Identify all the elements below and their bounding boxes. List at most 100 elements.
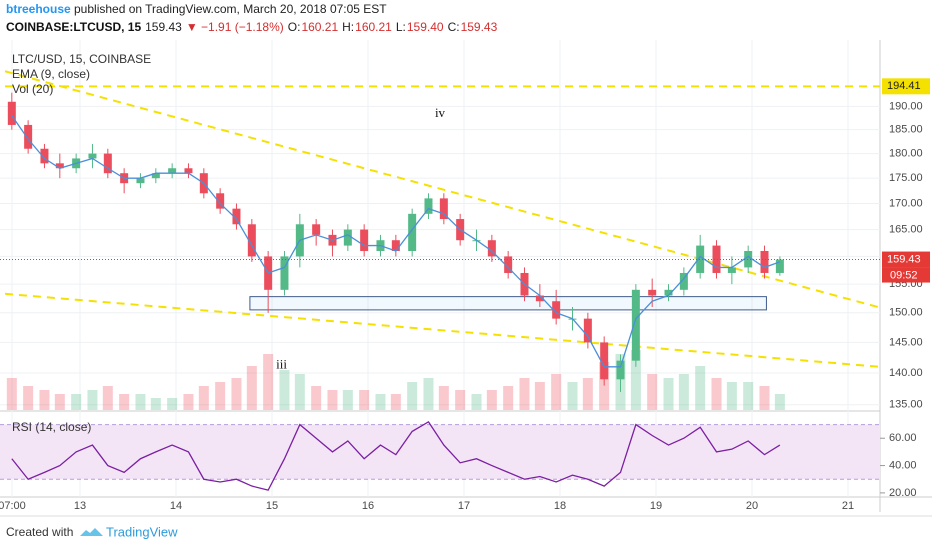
volume-bar [486, 390, 497, 410]
ohlc-label: O: [288, 20, 301, 34]
candle-body [360, 229, 369, 251]
candle-body [7, 101, 16, 125]
volume-bar [231, 378, 242, 410]
volume-bar [198, 386, 209, 410]
volume-bar [647, 374, 658, 410]
published: published on TradingView.com, March 20, … [74, 2, 387, 16]
annotation: iv [435, 105, 446, 120]
candle-body [648, 289, 657, 296]
volume-bar [726, 382, 737, 410]
candle-body [232, 208, 241, 225]
x-tick-label: 07:00 [0, 500, 26, 512]
ohlc-value: 160.21 [355, 20, 392, 34]
rsi-tick-label: 40.00 [889, 459, 917, 471]
y-tick-label: 135.00 [889, 399, 923, 411]
volume-bar [663, 378, 674, 410]
volume-bar [294, 374, 305, 410]
candle-body [343, 229, 352, 246]
y-tick-label: 190.00 [889, 100, 923, 112]
x-tick-label: 14 [170, 500, 182, 512]
last-price-label: 159.43 [887, 253, 921, 265]
x-tick-label: 13 [74, 500, 86, 512]
y-tick-label: 140.00 [889, 367, 923, 379]
candle-body [151, 173, 160, 179]
countdown-box [882, 267, 930, 283]
candle-body [583, 318, 592, 343]
symbol: COINBASE:LTCUSD, 15 [6, 20, 141, 34]
brand[interactable]: TradingView [106, 524, 178, 539]
volume-bar [342, 390, 353, 410]
y-tick-label: 185.00 [889, 124, 923, 136]
candle-body [136, 178, 145, 184]
volume-bar [6, 378, 17, 410]
candle-body [168, 168, 177, 174]
candle-body [280, 256, 289, 290]
volume-bar [695, 366, 706, 410]
candle-body [216, 193, 225, 209]
legend-entry: EMA (9, close) [12, 67, 90, 81]
ema-line [11, 115, 781, 368]
y-tick-label: 175.00 [889, 172, 923, 184]
price: 159.43 [145, 20, 182, 34]
volume-bar [279, 370, 290, 410]
candle-body [552, 301, 561, 319]
volume-bar [678, 374, 689, 410]
level-label: 194.41 [887, 80, 921, 92]
candle-body [616, 360, 625, 380]
candle-body [439, 198, 448, 220]
candle-body [744, 250, 753, 268]
volume-bar [390, 394, 401, 410]
volume-bar [630, 350, 641, 410]
candle-body [55, 163, 64, 169]
volume-bar [519, 378, 530, 410]
ohlc-label: H: [342, 20, 354, 34]
annotation: iii [276, 357, 287, 372]
volume-bar [327, 390, 338, 410]
candle-body [424, 198, 433, 214]
y-tick-label: 165.00 [889, 223, 923, 235]
candle-body [487, 240, 496, 257]
ohlc-value: 159.43 [461, 20, 498, 34]
legend-entry: Vol (20) [12, 82, 53, 96]
candle-body [247, 224, 256, 257]
rsi-title: RSI (14, close) [12, 420, 91, 434]
candle-body [40, 148, 49, 164]
x-tick-label: 17 [458, 500, 470, 512]
volume-bar [215, 382, 226, 410]
volume-bar [263, 354, 274, 410]
candle-body [775, 259, 784, 273]
volume-bar [246, 366, 257, 410]
author[interactable]: btreehouse [6, 2, 71, 16]
y-tick-label: 145.00 [889, 336, 923, 348]
candle-body [679, 272, 688, 290]
grid: 135.00140.00145.00150.00155.00160.00165.… [0, 40, 923, 512]
volume-bar [375, 394, 386, 410]
volume-bar [359, 390, 370, 410]
x-tick-label: 18 [554, 500, 566, 512]
volume-bar [102, 386, 113, 410]
candle-body [24, 124, 33, 149]
y-tick-label: 180.00 [889, 147, 923, 159]
level-box [882, 78, 930, 95]
change: ▼ −1.91 (−1.18%) [186, 20, 284, 34]
volume-bar [471, 394, 482, 410]
created-with: Created with [6, 525, 73, 539]
volume-bar [503, 386, 514, 410]
volume-bar [423, 378, 434, 410]
volume-bar [119, 394, 130, 410]
candle-body [312, 224, 321, 235]
volume-bar [534, 382, 545, 410]
candle-body [631, 289, 640, 361]
volume-bar [455, 390, 466, 410]
zone [249, 296, 767, 311]
x-tick-label: 16 [362, 500, 374, 512]
legend-entry: LTC/USD, 15, COINBASE [12, 52, 151, 66]
volume-bar [774, 394, 785, 410]
y-tick-label: 170.00 [889, 197, 923, 209]
volume-bar [183, 394, 194, 410]
volume-bar [759, 386, 770, 410]
last-price-box [882, 251, 930, 268]
rsi-tick-label: 60.00 [889, 432, 917, 444]
